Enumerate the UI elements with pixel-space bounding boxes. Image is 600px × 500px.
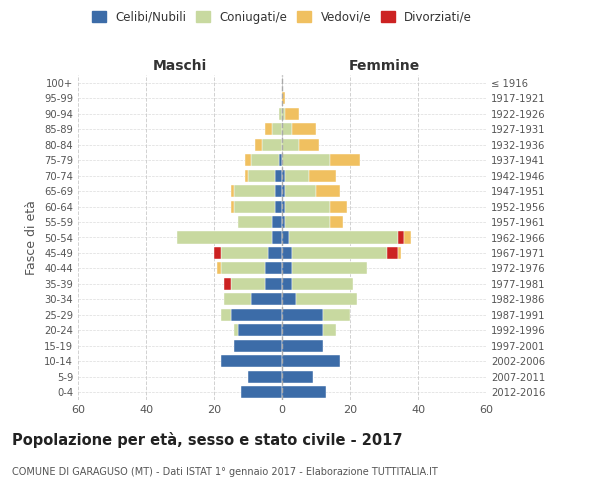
Bar	[251, 294, 282, 306]
Bar	[329, 154, 360, 166]
Bar	[282, 216, 286, 228]
Bar	[248, 371, 282, 383]
Bar	[282, 262, 292, 274]
Bar	[282, 154, 329, 166]
Bar	[217, 262, 221, 274]
Bar	[176, 232, 272, 243]
Bar	[282, 92, 286, 104]
Bar	[238, 324, 282, 336]
Text: COMUNE DI GARAGUSO (MT) - Dati ISTAT 1° gennaio 2017 - Elaborazione TUTTITALIA.I: COMUNE DI GARAGUSO (MT) - Dati ISTAT 1° …	[12, 467, 438, 477]
Bar	[221, 356, 282, 368]
Bar	[245, 154, 251, 166]
Bar	[316, 185, 340, 197]
Bar	[282, 108, 286, 120]
Bar	[282, 232, 289, 243]
Bar	[278, 108, 282, 120]
Bar	[286, 170, 309, 181]
Bar	[272, 216, 282, 228]
Bar	[282, 170, 286, 181]
Bar	[292, 278, 353, 290]
Bar	[282, 138, 299, 150]
Bar	[282, 371, 313, 383]
Bar	[241, 386, 282, 398]
Bar	[292, 262, 367, 274]
Bar	[398, 247, 401, 259]
Bar	[235, 185, 275, 197]
Bar	[268, 247, 282, 259]
Bar	[282, 185, 286, 197]
Text: Popolazione per età, sesso e stato civile - 2017: Popolazione per età, sesso e stato civil…	[12, 432, 403, 448]
Bar	[329, 216, 343, 228]
Bar	[286, 200, 329, 212]
Bar	[282, 309, 323, 321]
Bar	[299, 138, 319, 150]
Bar	[262, 138, 282, 150]
Bar	[282, 340, 323, 352]
Bar	[282, 356, 340, 368]
Bar	[238, 216, 272, 228]
Bar	[275, 185, 282, 197]
Bar	[282, 200, 286, 212]
Bar	[265, 278, 282, 290]
Bar	[214, 247, 221, 259]
Bar	[235, 200, 275, 212]
Bar	[224, 278, 231, 290]
Bar	[282, 123, 292, 135]
Bar	[231, 278, 265, 290]
Bar	[265, 262, 282, 274]
Bar	[221, 247, 268, 259]
Bar	[221, 309, 231, 321]
Bar	[275, 170, 282, 181]
Bar	[282, 324, 323, 336]
Bar	[404, 232, 411, 243]
Text: Femmine: Femmine	[349, 58, 419, 72]
Bar	[388, 247, 398, 259]
Bar	[292, 123, 316, 135]
Bar	[398, 232, 404, 243]
Legend: Celibi/Nubili, Coniugati/e, Vedovi/e, Divorziati/e: Celibi/Nubili, Coniugati/e, Vedovi/e, Di…	[87, 6, 477, 28]
Bar	[282, 278, 292, 290]
Bar	[323, 309, 350, 321]
Bar	[248, 170, 275, 181]
Bar	[224, 294, 251, 306]
Bar	[272, 232, 282, 243]
Bar	[251, 154, 278, 166]
Bar	[289, 232, 398, 243]
Bar	[245, 170, 248, 181]
Bar	[286, 216, 329, 228]
Text: Maschi: Maschi	[153, 58, 207, 72]
Bar	[282, 294, 296, 306]
Bar	[323, 324, 337, 336]
Bar	[255, 138, 262, 150]
Y-axis label: Fasce di età: Fasce di età	[25, 200, 38, 275]
Bar	[329, 200, 347, 212]
Bar	[292, 247, 388, 259]
Bar	[275, 200, 282, 212]
Bar	[278, 154, 282, 166]
Bar	[235, 340, 282, 352]
Bar	[309, 170, 337, 181]
Bar	[231, 185, 235, 197]
Bar	[282, 247, 292, 259]
Bar	[221, 262, 265, 274]
Bar	[286, 108, 299, 120]
Bar	[272, 123, 282, 135]
Bar	[296, 294, 357, 306]
Bar	[282, 386, 326, 398]
Bar	[286, 185, 316, 197]
Bar	[231, 309, 282, 321]
Bar	[265, 123, 272, 135]
Bar	[231, 200, 235, 212]
Bar	[235, 324, 238, 336]
